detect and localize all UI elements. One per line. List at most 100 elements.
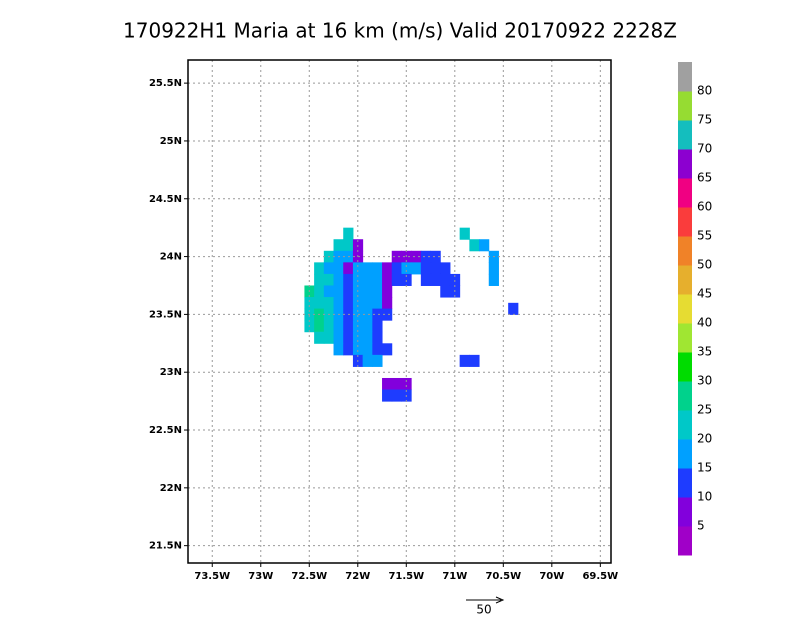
y-tick-label: 24N: [160, 252, 182, 263]
wind-cell: [333, 297, 344, 310]
wind-cell: [343, 297, 354, 310]
wind-cell: [382, 285, 393, 298]
wind-cell: [372, 354, 383, 367]
wind-cell: [382, 297, 393, 310]
wind-cell: [449, 273, 461, 286]
wind-cell: [362, 308, 373, 321]
wind-cell: [314, 262, 325, 275]
colorbar-segment: [678, 497, 692, 527]
colorbar-label: 35: [697, 345, 712, 359]
wind-cell: [372, 331, 383, 344]
colorbar-segment: [678, 468, 692, 498]
wind-cell: [352, 331, 364, 344]
colorbar-label: 5: [697, 519, 705, 533]
wind-cell: [401, 377, 412, 391]
x-tick-label: 71W: [442, 571, 467, 582]
wind-cell: [333, 320, 344, 333]
wind-cell: [314, 285, 325, 298]
wind-cell: [382, 273, 393, 286]
colorbar-segment: [678, 62, 692, 92]
wind-cell: [362, 285, 373, 298]
colorbar-segment: [678, 439, 692, 469]
colorbar-label: 20: [697, 432, 712, 446]
wind-cell: [343, 227, 354, 240]
colorbar-label: 55: [697, 229, 712, 243]
wind-cell: [382, 343, 393, 356]
y-tick-label: 23.5N: [149, 309, 182, 320]
wind-cell: [459, 354, 470, 367]
colorbar-label: 80: [697, 84, 712, 98]
wind-cell: [372, 273, 383, 286]
wind-cell: [391, 273, 402, 286]
wind-cell: [372, 297, 383, 310]
wind-cell: [430, 250, 441, 263]
colorbar-label: 30: [697, 374, 712, 388]
wind-cell: [352, 343, 364, 356]
wind-cell: [352, 262, 364, 275]
wind-cell: [343, 285, 354, 298]
colorbar-segment: [678, 323, 692, 353]
wind-cell: [372, 262, 383, 275]
wind-cell: [352, 297, 364, 310]
reference-label: 50: [476, 603, 491, 617]
wind-cell: [362, 343, 373, 356]
y-tick-label: 21.5N: [149, 541, 182, 552]
wind-cell: [323, 331, 335, 344]
wind-cell: [372, 308, 383, 321]
wind-cell: [391, 389, 402, 402]
wind-cell: [420, 262, 432, 275]
colorbar-label: 60: [697, 200, 712, 214]
wind-cell: [304, 297, 315, 310]
wind-cell: [362, 273, 373, 286]
x-tick-label: 72.5W: [291, 571, 327, 582]
wind-cell: [420, 250, 432, 263]
wind-cell: [333, 262, 344, 275]
y-tick-label: 22.5N: [149, 425, 182, 436]
wind-cell: [333, 343, 344, 356]
wind-cell: [459, 227, 470, 240]
wind-cell: [314, 273, 325, 286]
wind-cell: [362, 331, 373, 344]
wind-cell: [333, 331, 344, 344]
wind-cell: [391, 377, 402, 391]
wind-cell: [508, 302, 519, 315]
wind-cell: [440, 273, 451, 286]
colorbar-label: 10: [697, 490, 712, 504]
wind-cell: [362, 354, 373, 367]
wind-cell: [440, 285, 451, 298]
wind-cell: [323, 273, 335, 286]
wind-cell: [430, 262, 441, 275]
wind-cell: [323, 262, 335, 275]
wind-cell: [382, 262, 393, 275]
reference-arrowhead: [495, 596, 505, 604]
y-tick-label: 22N: [160, 483, 182, 494]
wind-cell: [362, 297, 373, 310]
wind-cell: [343, 331, 354, 344]
wind-cell: [362, 320, 373, 333]
wind-cell: [411, 250, 422, 263]
wind-cell: [479, 239, 490, 252]
chart-title: 170922H1 Maria at 16 km (m/s) Valid 2017…: [123, 19, 677, 43]
colorbar-segment: [678, 91, 692, 121]
wind-cell: [333, 273, 344, 286]
colorbar-label: 25: [697, 403, 712, 417]
plot-frame: [187, 59, 612, 564]
wind-cell: [314, 320, 325, 333]
wind-cell: [372, 320, 383, 333]
wind-cell: [333, 239, 344, 252]
wind-cell: [440, 262, 451, 275]
wind-cell: [323, 320, 335, 333]
wind-cell: [314, 331, 325, 344]
wind-cell: [343, 273, 354, 286]
colorbar-segment: [678, 178, 692, 208]
wind-cell: [343, 239, 354, 252]
wind-cell: [488, 273, 499, 286]
x-tick-label: 69.5W: [582, 571, 618, 582]
colorbar-segment: [678, 149, 692, 179]
wind-cell: [343, 262, 354, 275]
colorbar-label: 75: [697, 113, 712, 127]
wind-cell: [430, 273, 441, 286]
colorbar-label: 50: [697, 258, 712, 272]
wind-cell: [488, 262, 499, 275]
x-tick-label: 70.5W: [485, 571, 521, 582]
